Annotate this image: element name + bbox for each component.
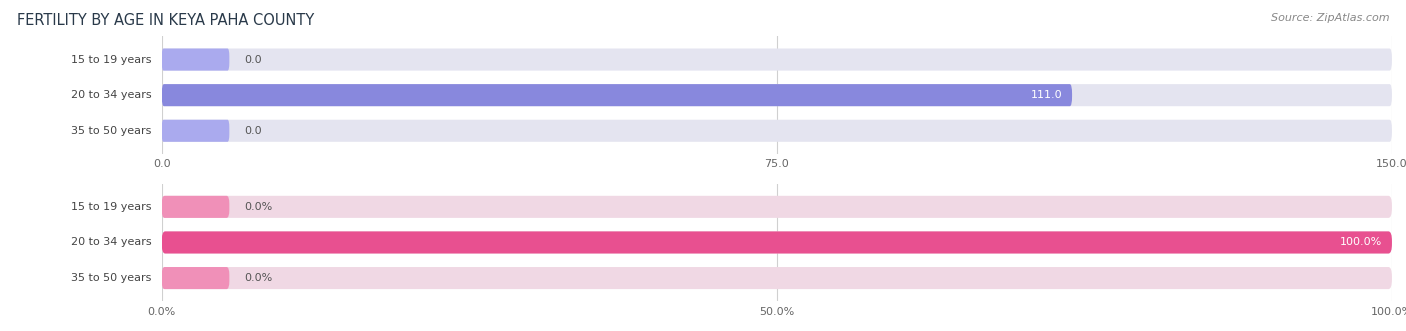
Text: 0.0%: 0.0%	[245, 273, 273, 283]
Text: 111.0: 111.0	[1031, 90, 1063, 100]
FancyBboxPatch shape	[162, 196, 1392, 218]
Text: 35 to 50 years: 35 to 50 years	[72, 273, 152, 283]
FancyBboxPatch shape	[162, 231, 1392, 254]
FancyBboxPatch shape	[162, 196, 229, 218]
Text: 15 to 19 years: 15 to 19 years	[72, 202, 152, 212]
FancyBboxPatch shape	[162, 267, 229, 289]
Text: 20 to 34 years: 20 to 34 years	[72, 237, 152, 248]
FancyBboxPatch shape	[162, 84, 1073, 106]
Text: Source: ZipAtlas.com: Source: ZipAtlas.com	[1271, 13, 1389, 23]
Text: FERTILITY BY AGE IN KEYA PAHA COUNTY: FERTILITY BY AGE IN KEYA PAHA COUNTY	[17, 13, 314, 28]
FancyBboxPatch shape	[162, 84, 1392, 106]
FancyBboxPatch shape	[162, 49, 229, 71]
FancyBboxPatch shape	[162, 231, 1392, 254]
Text: 0.0: 0.0	[245, 55, 262, 65]
Text: 35 to 50 years: 35 to 50 years	[72, 126, 152, 136]
Text: 100.0%: 100.0%	[1340, 237, 1382, 248]
Text: 0.0%: 0.0%	[245, 202, 273, 212]
Text: 15 to 19 years: 15 to 19 years	[72, 55, 152, 65]
FancyBboxPatch shape	[162, 267, 1392, 289]
Text: 20 to 34 years: 20 to 34 years	[72, 90, 152, 100]
Text: 0.0: 0.0	[245, 126, 262, 136]
FancyBboxPatch shape	[162, 120, 229, 142]
FancyBboxPatch shape	[162, 120, 1392, 142]
FancyBboxPatch shape	[162, 49, 1392, 71]
